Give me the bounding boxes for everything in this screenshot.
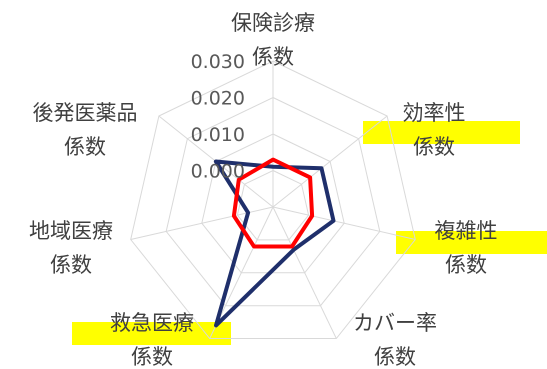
axis-labels: 保険診療係数効率性係数複雑性係数カバー率係数救急医療係数地域医療係数後発医薬品係… bbox=[29, 11, 498, 369]
axis-highlights bbox=[72, 121, 547, 345]
highlight-1 bbox=[363, 121, 520, 144]
axis-label-3-line-1: 係数 bbox=[374, 345, 416, 369]
axis-label-2-line-1: 係数 bbox=[445, 253, 487, 277]
axis-label-0-line-1: 係数 bbox=[252, 45, 294, 69]
tick-label-2: 0.020 bbox=[191, 88, 245, 110]
axis-label-6-line-1: 係数 bbox=[64, 135, 106, 159]
spoke-5 bbox=[130, 206, 274, 240]
tick-labels: 0.000 0.010 0.020 0.030 bbox=[191, 51, 245, 183]
axis-label-1-line-0: 効率性 bbox=[403, 101, 466, 125]
tick-label-1: 0.010 bbox=[191, 124, 245, 146]
axis-label-0-line-0: 保険診療 bbox=[231, 11, 315, 35]
grid-ring-3 bbox=[165, 96, 381, 307]
tick-label-0: 0.000 bbox=[191, 161, 245, 183]
spoke-1 bbox=[272, 115, 388, 208]
axis-label-4-line-0: 救急医療 bbox=[110, 311, 194, 335]
series-1-line bbox=[231, 157, 315, 249]
axis-label-2-line-0: 複雑性 bbox=[435, 219, 498, 243]
grid-ring-1 bbox=[236, 169, 310, 241]
highlight-4 bbox=[72, 322, 231, 345]
axis-label-5-line-0: 地域医療 bbox=[29, 219, 113, 243]
spoke-2 bbox=[272, 206, 416, 240]
tick-label-3: 0.030 bbox=[191, 51, 245, 73]
radar-grid bbox=[130, 60, 416, 339]
grid-ring-4 bbox=[130, 60, 416, 339]
highlight-2 bbox=[396, 231, 547, 254]
axis-label-6-line-0: 後発医薬品 bbox=[33, 101, 138, 125]
spoke-3 bbox=[272, 206, 337, 339]
axis-label-1-line-1: 係数 bbox=[413, 135, 455, 159]
radar-series bbox=[213, 157, 336, 328]
series-0-line bbox=[213, 159, 336, 328]
axis-label-3-line-0: カバー率 bbox=[353, 311, 437, 335]
axis-label-4-line-1: 係数 bbox=[131, 345, 173, 369]
grid-ring-2 bbox=[201, 133, 345, 274]
axis-label-5-line-1: 係数 bbox=[50, 253, 92, 277]
